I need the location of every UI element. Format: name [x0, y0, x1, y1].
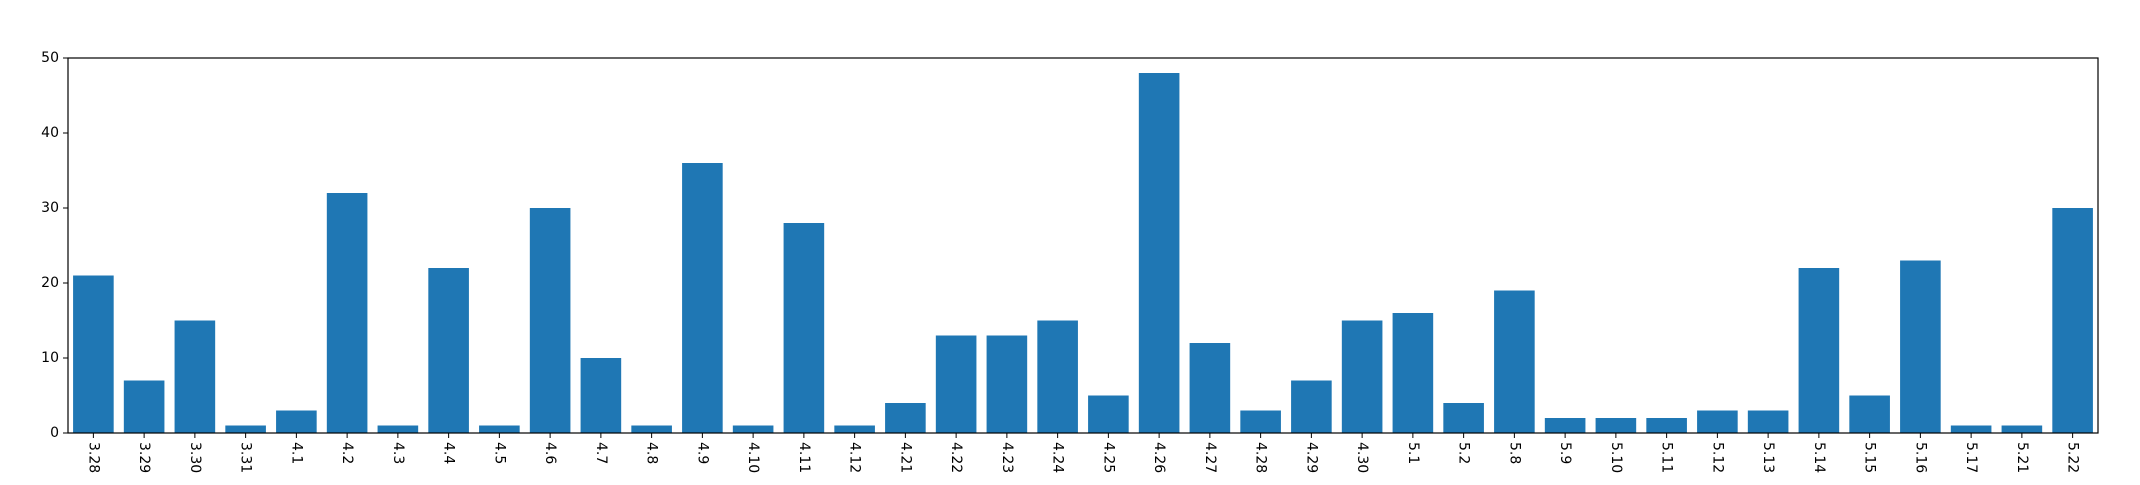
bar-3-29 [123, 380, 165, 433]
bar-5-8 [1494, 290, 1535, 433]
bar-4-27 [1189, 343, 1231, 433]
bar-4-28 [1240, 410, 1281, 433]
x-tick-label: 3.31 [238, 442, 254, 473]
x-tick-label: 4.6 [542, 442, 558, 464]
x-tick-label: 3.28 [85, 442, 101, 473]
bar-4-11 [783, 223, 825, 433]
x-tick-label: 4.9 [694, 442, 710, 464]
x-tick-label: 4.8 [644, 442, 660, 464]
bar-4-2 [326, 193, 368, 433]
bar-5-14 [1798, 268, 1840, 433]
bar-4-8 [631, 425, 672, 433]
x-tick-label: 4.3 [390, 442, 406, 464]
x-tick-label: 5.1 [1405, 442, 1421, 464]
bar-4-25 [1088, 395, 1129, 433]
x-tick-label: 4.29 [1303, 442, 1319, 473]
x-tick-label: 5.8 [1506, 442, 1522, 464]
bar-5-2 [1443, 403, 1484, 433]
x-tick-label: 4.27 [1202, 442, 1218, 473]
bar-5-17 [1950, 425, 1992, 433]
x-tick-label: 5.11 [1659, 442, 1675, 473]
bar-4-1 [276, 410, 317, 433]
x-tick-label: 3.30 [187, 442, 203, 473]
x-tick-label: 4.21 [897, 442, 913, 473]
bar-4-12 [834, 425, 875, 433]
x-tick-label: 4.1 [288, 442, 304, 464]
bar-3-28 [73, 275, 114, 433]
bar-5-11 [1646, 418, 1687, 433]
bar-4-9 [682, 163, 723, 433]
x-tick-label: 5.21 [2014, 442, 2030, 473]
x-tick-label: 4.10 [745, 442, 761, 473]
x-tick-label: 5.15 [1862, 442, 1878, 473]
x-tick-label: 5.10 [1608, 442, 1624, 473]
bar-5-13 [1747, 410, 1789, 433]
bar-5-22 [2052, 208, 2093, 433]
bar-4-4 [428, 268, 469, 433]
bars-layer [73, 73, 2093, 433]
x-tick-label: 5.12 [1709, 442, 1725, 473]
bar-4-10 [732, 425, 774, 433]
bar-4-6 [529, 208, 571, 433]
x-tick-label: 4.26 [1151, 442, 1167, 473]
x-tick-label: 5.9 [1557, 442, 1573, 464]
y-tick-label: 50 [41, 50, 59, 66]
x-tick-label: 4.12 [847, 442, 863, 473]
x-tick-label: 4.2 [339, 442, 355, 464]
x-tick-label: 5.14 [1811, 442, 1827, 473]
bar-4-7 [580, 358, 622, 433]
x-tick-label: 3.29 [136, 442, 152, 473]
x-tick-label: 4.30 [1354, 442, 1370, 473]
x-tick-label: 4.24 [1050, 442, 1066, 473]
bar-4-23 [986, 335, 1028, 433]
x-tick-label: 4.28 [1253, 442, 1269, 473]
x-tick-label: 4.25 [1100, 442, 1116, 473]
bar-5-10 [1595, 418, 1637, 433]
x-axis: 3.28 3.29 3.30 3.31 4.1 4.2 4.3 4.4 4.5 4.6 4.7 4.8… [85, 433, 2081, 473]
bar-5-21 [2001, 425, 2043, 433]
x-tick-label: 5.13 [1760, 442, 1776, 473]
bar-5-9 [1544, 418, 1586, 433]
bar-5-12 [1697, 410, 1738, 433]
bar-4-21 [885, 403, 926, 433]
y-tick-label: 20 [41, 275, 59, 291]
x-tick-label: 5.16 [1912, 442, 1928, 473]
bar-5-16 [1900, 260, 1941, 433]
plot-frame [67, 57, 2099, 434]
bar-5-15 [1849, 395, 1890, 433]
bar-4-3 [377, 425, 419, 433]
x-tick-label: 4.5 [491, 442, 507, 464]
bar-4-29 [1291, 380, 1332, 433]
y-tick-label: 0 [50, 425, 59, 441]
y-axis: 0 10 20 30 40 50 [41, 50, 68, 441]
bar-4-30 [1341, 320, 1383, 433]
x-tick-label: 5.17 [1963, 442, 1979, 473]
x-tick-label: 4.7 [593, 442, 609, 464]
bar-4-5 [479, 425, 520, 433]
y-tick-label: 40 [41, 125, 59, 141]
x-tick-label: 4.4 [441, 442, 457, 464]
bar-4-24 [1037, 320, 1078, 433]
bar-3-30 [174, 320, 216, 433]
bar-5-1 [1392, 313, 1434, 433]
x-tick-label: 4.11 [796, 442, 812, 473]
x-tick-label: 4.23 [999, 442, 1015, 473]
x-tick-label: 4.22 [948, 442, 964, 473]
y-tick-label: 10 [41, 350, 59, 366]
x-tick-label: 5.2 [1456, 442, 1472, 464]
y-tick-label: 30 [41, 200, 59, 216]
x-tick-label: 5.22 [2065, 442, 2081, 473]
bar-3-31 [225, 425, 266, 433]
bar-4-22 [935, 335, 977, 433]
bar-4-26 [1138, 73, 1180, 433]
